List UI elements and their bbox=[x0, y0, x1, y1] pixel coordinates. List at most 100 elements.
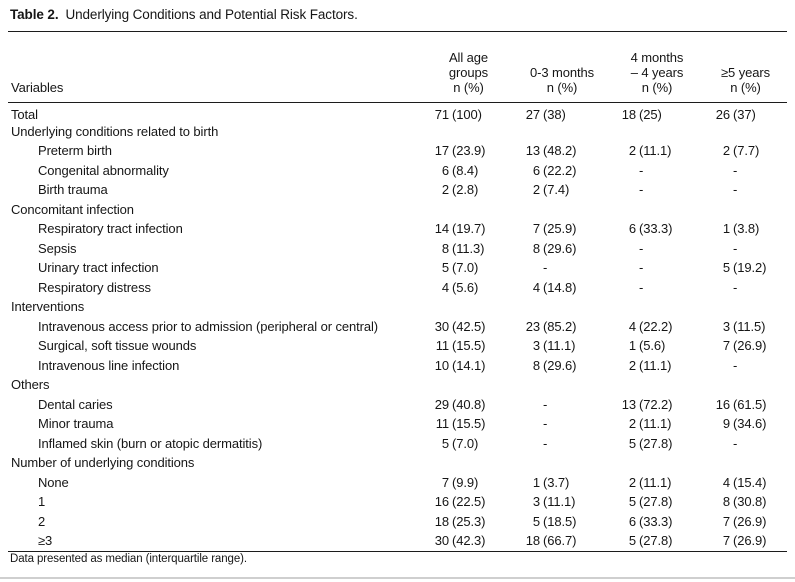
cell-value: 14 (19.7) bbox=[434, 221, 486, 237]
cell-value: 5 (19.2) bbox=[722, 260, 767, 276]
cell-value: 13 (72.2) bbox=[621, 396, 673, 412]
section-header-row: Concomitant infection bbox=[8, 200, 787, 220]
row-label: Concomitant infection bbox=[11, 201, 134, 217]
row-label: Respiratory tract infection bbox=[38, 221, 183, 237]
cell-value: 2 (2.8) bbox=[441, 182, 479, 198]
cell-value bbox=[610, 200, 704, 220]
cell-value: 5 (18.5) bbox=[532, 513, 577, 529]
cell-value: 6 (33.3) bbox=[628, 513, 673, 529]
cell-value: - bbox=[733, 279, 738, 295]
row-label: Interventions bbox=[11, 299, 85, 315]
cell-value: 4 (15.4) bbox=[722, 474, 767, 490]
row-label: Total bbox=[11, 106, 38, 122]
cell-value bbox=[423, 200, 514, 220]
cell-value: 17 (23.9) bbox=[434, 143, 486, 159]
table-title-label: Table 2. bbox=[10, 7, 59, 22]
cell-value: 2 (7.7) bbox=[722, 143, 760, 159]
cell-value: 5 (27.8) bbox=[628, 494, 673, 510]
cell-value: 27 (38) bbox=[525, 106, 566, 122]
row-label: 2 bbox=[38, 513, 46, 529]
table-row: Intravenous access prior to admission (p… bbox=[8, 317, 787, 337]
row-label: Underlying conditions related to birth bbox=[11, 123, 219, 139]
column-header-variables: Variables bbox=[11, 80, 64, 95]
row-label: None bbox=[38, 474, 69, 490]
row-label: Inflamed skin (burn or atopic dermatitis… bbox=[38, 435, 263, 451]
cell-value bbox=[610, 376, 704, 396]
table-title: Table 2. Underlying Conditions and Potent… bbox=[10, 7, 358, 22]
cell-value bbox=[423, 122, 514, 142]
row-label: Birth trauma bbox=[38, 182, 108, 198]
cell-value bbox=[704, 200, 787, 220]
cell-value: 4 (14.8) bbox=[532, 279, 577, 295]
risk-factors-table: Variables All age groups n (%) 0-3 months n … bbox=[8, 31, 787, 552]
cell-value: 16 (61.5) bbox=[715, 396, 767, 412]
cell-value: 18 (66.7) bbox=[525, 533, 577, 548]
table-row: None 7 (9.9) 1 (3.7) 2 (11.1) 4 (15.4) bbox=[8, 473, 787, 493]
table-row: Urinary tract infection 5 (7.0) - - 5 (19.2) bbox=[8, 259, 787, 279]
row-label: ≥3 bbox=[38, 533, 53, 548]
table-row: 1 16 (22.5) 3 (11.1) 5 (27.8) 8 (30.8) bbox=[8, 493, 787, 513]
section-header-row: Interventions bbox=[8, 298, 787, 318]
table-row: Surgical, soft tissue wounds 11 (15.5) 3 (11… bbox=[8, 337, 787, 357]
cell-value: - bbox=[543, 396, 548, 412]
cell-value: 4 (22.2) bbox=[628, 318, 673, 334]
cell-value: 7 (25.9) bbox=[532, 221, 577, 237]
section-header-row: Others bbox=[8, 376, 787, 396]
cell-value: 6 (22.2) bbox=[532, 162, 577, 178]
cell-value: 30 (42.3) bbox=[434, 533, 486, 548]
table-row: Preterm birth 17 (23.9) 13 (48.2) 2 (11.1) 2 (7.… bbox=[8, 142, 787, 162]
row-label: Dental caries bbox=[38, 396, 113, 412]
cell-value bbox=[514, 376, 610, 396]
cell-value: - bbox=[733, 162, 738, 178]
cell-value bbox=[423, 454, 514, 474]
cell-value: 7 (26.9) bbox=[722, 338, 767, 354]
table-title-text: Underlying Conditions and Potential Risk… bbox=[65, 7, 358, 22]
cell-value: 2 (11.1) bbox=[628, 357, 672, 373]
cell-value: 1 (5.6) bbox=[628, 338, 666, 354]
cell-value: 23 (85.2) bbox=[525, 318, 577, 334]
cell-value: 8 (11.3) bbox=[441, 240, 485, 256]
column-header-5-years-and-over: ≥5 years n (%) bbox=[721, 65, 770, 95]
cell-value: - bbox=[639, 279, 644, 295]
column-header-0-3-months: 0-3 months n (%) bbox=[529, 65, 595, 95]
cell-value: 9 (34.6) bbox=[722, 416, 767, 432]
cell-value: - bbox=[543, 435, 548, 451]
cell-value bbox=[423, 376, 514, 396]
cell-value: 3 (11.5) bbox=[722, 318, 766, 334]
table-footnote: Data presented as median (interquartile … bbox=[10, 553, 247, 565]
cell-value: 7 (26.9) bbox=[722, 533, 767, 548]
cell-value bbox=[423, 298, 514, 318]
cell-value: - bbox=[543, 260, 548, 276]
cell-value: 18 (25.3) bbox=[434, 513, 486, 529]
cell-value: - bbox=[639, 260, 644, 276]
cell-value: 2 (11.1) bbox=[628, 143, 672, 159]
table-row: Dental caries 29 (40.8) - 13 (72.2) 16 (61.5) bbox=[8, 395, 787, 415]
row-label: Sepsis bbox=[38, 240, 77, 256]
row-label: Intravenous line infection bbox=[38, 357, 180, 373]
page-bottom-divider bbox=[0, 577, 795, 579]
cell-value: 5 (27.8) bbox=[628, 533, 673, 548]
cell-value: 6 (8.4) bbox=[441, 162, 479, 178]
row-label: Urinary tract infection bbox=[38, 260, 159, 276]
cell-value bbox=[704, 298, 787, 318]
table-row: Sepsis 8 (11.3) 8 (29.6) - - bbox=[8, 239, 787, 259]
cell-value: 6 (33.3) bbox=[628, 221, 673, 237]
row-label: Surgical, soft tissue wounds bbox=[38, 338, 197, 354]
cell-value: 71 (100) bbox=[434, 106, 482, 122]
row-label: Intravenous access prior to admission (p… bbox=[38, 318, 379, 334]
cell-value bbox=[514, 454, 610, 474]
cell-value: 13 (48.2) bbox=[525, 143, 577, 159]
cell-value bbox=[610, 454, 704, 474]
cell-value: - bbox=[733, 240, 738, 256]
table-row: Respiratory tract infection 14 (19.7) 7 (25.… bbox=[8, 220, 787, 240]
cell-value: 3 (11.1) bbox=[532, 338, 576, 354]
cell-value: 16 (22.5) bbox=[434, 494, 486, 510]
cell-value bbox=[704, 454, 787, 474]
cell-value: - bbox=[639, 162, 644, 178]
cell-value: 26 (37) bbox=[715, 106, 756, 122]
row-label: Preterm birth bbox=[38, 143, 112, 159]
cell-value: 4 (5.6) bbox=[441, 279, 479, 295]
cell-value: - bbox=[639, 182, 644, 198]
row-label: Others bbox=[11, 377, 50, 393]
cell-value: 1 (3.7) bbox=[532, 474, 570, 490]
